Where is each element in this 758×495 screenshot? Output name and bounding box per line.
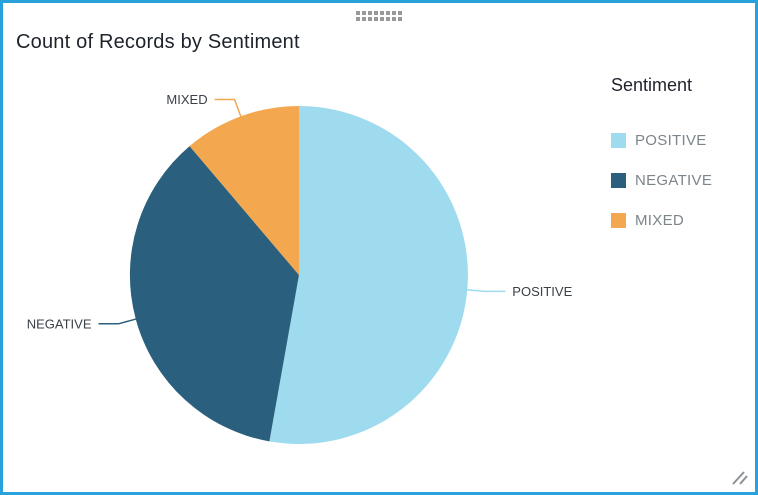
legend-label-negative: NEGATIVE bbox=[635, 172, 713, 189]
pie-slice-negative[interactable] bbox=[129, 146, 299, 442]
legend-item-mixed[interactable]: MIXED bbox=[611, 212, 753, 229]
slice-label-line-positive bbox=[466, 289, 506, 293]
pie-slice-mixed[interactable] bbox=[189, 105, 299, 275]
slice-label-negative: NEGATIVE bbox=[27, 316, 92, 331]
legend-swatch-negative bbox=[611, 173, 626, 188]
chart-title: Count of Records by Sentiment bbox=[16, 31, 300, 53]
slice-label-line-negative bbox=[98, 318, 137, 325]
slice-label-line-mixed bbox=[214, 98, 242, 118]
slice-label-mixed: MIXED bbox=[166, 92, 207, 107]
pie-slice-positive[interactable] bbox=[269, 106, 468, 444]
pie-chart: POSITIVE NEGATIVE MIXED bbox=[27, 92, 573, 444]
resize-grip-icon[interactable] bbox=[731, 470, 749, 486]
legend-label-positive: POSITIVE bbox=[635, 132, 707, 149]
slice-label-positive: POSITIVE bbox=[512, 284, 572, 299]
legend-item-negative[interactable]: NEGATIVE bbox=[611, 172, 753, 189]
drag-handle-icon[interactable] bbox=[356, 11, 402, 21]
legend-swatch-positive bbox=[611, 133, 626, 148]
legend-item-positive[interactable]: POSITIVE bbox=[611, 132, 753, 149]
legend-swatch-mixed bbox=[611, 213, 626, 228]
legend: Sentiment POSITIVE NEGATIVE MIXED bbox=[611, 75, 753, 252]
legend-label-mixed: MIXED bbox=[635, 212, 685, 229]
legend-title: Sentiment bbox=[611, 75, 693, 95]
